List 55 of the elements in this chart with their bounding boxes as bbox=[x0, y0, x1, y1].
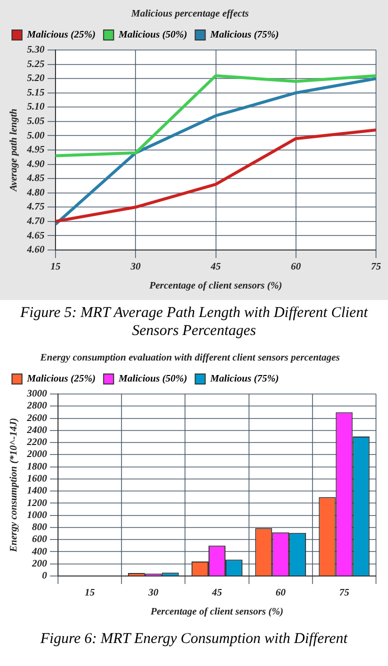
y-tick-label: 5.20 bbox=[27, 73, 44, 84]
y-tick-label: 3000 bbox=[26, 388, 47, 400]
y-tick-label: 4.75 bbox=[26, 202, 44, 213]
y-tick-label: 5.30 bbox=[27, 44, 44, 56]
y-axis-title: Average path length bbox=[8, 108, 20, 192]
y-tick-label: 2000 bbox=[26, 449, 47, 460]
y-tick-label: 800 bbox=[32, 522, 47, 534]
x-tick-label: 15 bbox=[50, 262, 60, 273]
x-tick-label: 75 bbox=[339, 588, 350, 599]
y-tick-label: 5.00 bbox=[27, 130, 44, 142]
y-tick-label: 1600 bbox=[27, 474, 47, 485]
legend-label: Malicious (75%) bbox=[209, 374, 279, 385]
y-tick-label: 4.85 bbox=[26, 173, 44, 184]
y-tick-label: 2800 bbox=[26, 400, 47, 412]
y-tick-label: 4.95 bbox=[26, 144, 44, 156]
x-tick-label: 75 bbox=[371, 262, 381, 273]
legend-label: Malicious (25%) bbox=[26, 374, 96, 385]
y-tick-label: 5.25 bbox=[27, 58, 44, 70]
y-tick-label: 600 bbox=[32, 534, 47, 546]
y-axis-title: Energy consumption (*10^-14J) bbox=[8, 418, 20, 554]
y-tick-label: 4.60 bbox=[26, 244, 44, 256]
y-tick-label: 1000 bbox=[27, 510, 47, 521]
y-tick-label: 1800 bbox=[27, 461, 47, 472]
y-tick-label: 5.15 bbox=[27, 87, 44, 98]
y-tick-label: 4.80 bbox=[26, 187, 44, 198]
x-tick-label: 30 bbox=[130, 262, 141, 273]
y-tick-label: 0 bbox=[42, 570, 47, 582]
caption: Figure 5: MRT Average Path Length with Different Client Sensors Percentages bbox=[19, 304, 369, 341]
x-axis-title: Percentage of client sensors (%) bbox=[149, 280, 282, 292]
y-tick-label: 400 bbox=[31, 546, 47, 558]
y-tick-label: 2400 bbox=[26, 424, 47, 436]
x-tick-label: 15 bbox=[84, 588, 95, 599]
legend-label: Malicious (50%) bbox=[118, 30, 188, 41]
y-tick-label: 4.90 bbox=[26, 158, 44, 170]
chart-title: Energy consumption evaluation with different client sensors percentages bbox=[39, 352, 340, 364]
x-tick-label: 30 bbox=[147, 588, 158, 599]
chart-title: Malicious percentage effects bbox=[130, 8, 249, 20]
x-tick-label: 45 bbox=[211, 588, 222, 599]
legend-label: Malicious (50%) bbox=[118, 374, 188, 385]
y-tick-label: 2600 bbox=[26, 412, 47, 424]
x-tick-label: 60 bbox=[290, 262, 301, 273]
x-tick-label: 60 bbox=[276, 588, 286, 599]
y-tick-label: 1200 bbox=[27, 498, 47, 509]
legend-label: Malicious (75%) bbox=[209, 30, 279, 41]
caption: Figure 6: MRT Energy Consumption with Different bbox=[39, 630, 349, 649]
y-tick-label: 4.65 bbox=[26, 230, 44, 242]
y-tick-label: 5.05 bbox=[27, 116, 44, 128]
y-tick-label: 5.10 bbox=[27, 102, 44, 113]
y-tick-label: 2200 bbox=[26, 437, 47, 448]
x-tick-label: 45 bbox=[210, 262, 221, 273]
y-tick-label: 200 bbox=[31, 558, 47, 570]
y-tick-label: 1400 bbox=[27, 486, 47, 497]
legend-label: Malicious (25%) bbox=[26, 30, 96, 41]
x-axis-title: Percentage of client sensors (%) bbox=[150, 606, 284, 618]
y-tick-label: 4.70 bbox=[26, 216, 44, 228]
